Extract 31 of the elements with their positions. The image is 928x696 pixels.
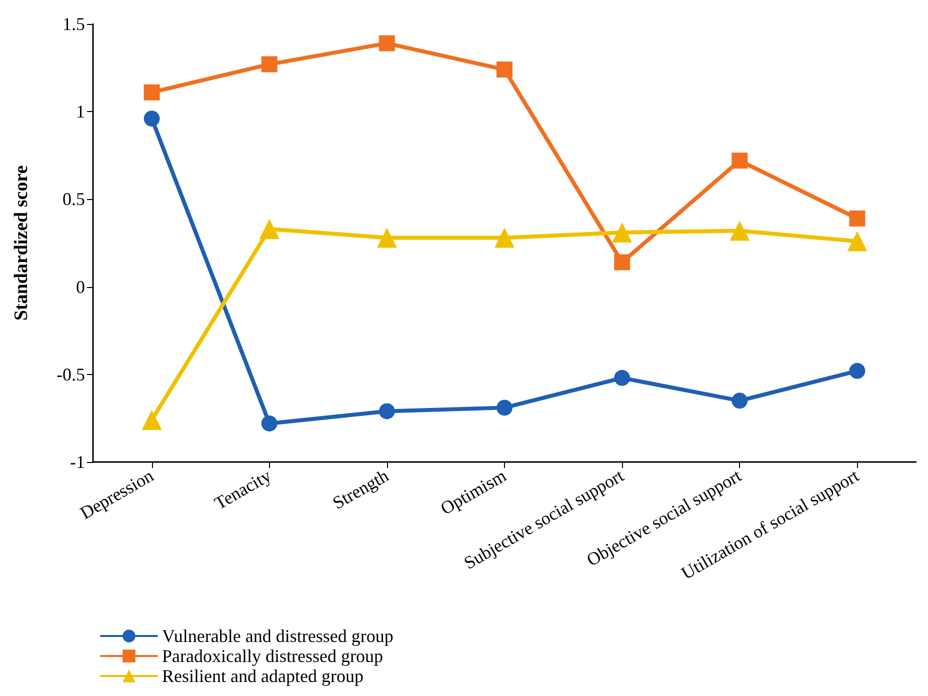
y-axis-title: Standardized score — [11, 165, 32, 321]
point — [378, 35, 395, 52]
point — [261, 56, 278, 72]
point — [144, 110, 160, 127]
point — [732, 152, 748, 169]
point — [612, 222, 632, 242]
point — [259, 218, 280, 239]
point — [142, 410, 162, 430]
point — [378, 403, 395, 420]
point — [730, 220, 750, 241]
point — [849, 210, 866, 226]
y-tick-label: -0.5 — [56, 364, 85, 384]
y-tick-label: 0.5 — [62, 189, 85, 210]
legend-label: Vulnerable and distressed group — [162, 626, 394, 646]
point — [732, 392, 748, 409]
y-tick-label: 1 — [76, 102, 85, 122]
point — [847, 231, 868, 252]
point — [496, 400, 512, 416]
y-tick-label: 0 — [76, 276, 85, 297]
y-tick-label: -1 — [70, 452, 85, 472]
point — [849, 362, 866, 379]
point — [614, 254, 630, 270]
point — [376, 228, 397, 248]
point — [494, 228, 514, 248]
legend-label: Resilient and adapted group — [162, 666, 364, 686]
point — [144, 84, 160, 100]
legend-label: Paradoxically distressed group — [162, 646, 383, 666]
y-tick-label: 1.5 — [62, 14, 85, 34]
point — [614, 370, 630, 386]
point — [496, 62, 512, 78]
point — [261, 415, 278, 432]
